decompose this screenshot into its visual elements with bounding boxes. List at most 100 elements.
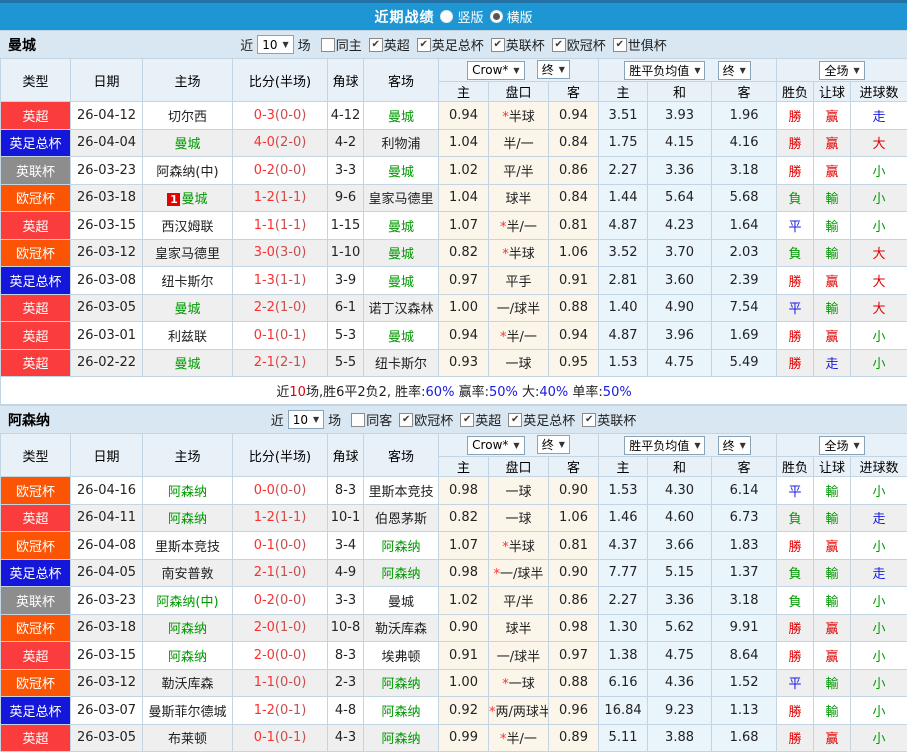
corner-score: 2-3 xyxy=(327,668,364,697)
league-checkbox-欧冠杯[interactable]: ✔ xyxy=(399,412,414,427)
match-date: 26-04-12 xyxy=(70,101,143,130)
odds-away: 0.90 xyxy=(547,558,600,587)
mean-away-win: 1.64 xyxy=(711,211,778,240)
mean-draw: 3.93 xyxy=(647,101,713,130)
league-checkbox-英联杯[interactable]: ✔ xyxy=(490,37,505,52)
score: 0-1(0-0) xyxy=(232,531,328,560)
radio-icon[interactable] xyxy=(489,10,503,23)
mean-draw: 4.90 xyxy=(647,293,713,322)
full-time-score: 2-0 xyxy=(253,620,275,636)
handicap-line: *半球 xyxy=(488,101,549,130)
result-wdl: 負 xyxy=(776,586,815,615)
score: 0-1(0-1) xyxy=(232,321,328,350)
league-badge: 欧冠杯 xyxy=(0,613,71,642)
col-date: 日期 xyxy=(70,58,143,102)
result-wdl: 平 xyxy=(776,211,815,240)
chevron-down-icon: ▼ xyxy=(694,440,701,450)
mean-draw: 4.75 xyxy=(647,348,713,377)
handicap-line: 一球 xyxy=(488,503,549,532)
odds-company-select[interactable]: Crow* ▼ xyxy=(467,435,525,455)
score: 1-3(1-1) xyxy=(232,266,328,295)
corner-score: 8-3 xyxy=(327,641,364,670)
odds-state-select[interactable]: 终 ▼ xyxy=(536,435,570,455)
mean-type-select[interactable]: 胜平负均值 ▼ xyxy=(624,435,706,455)
home-team-name: 阿森纳(中) xyxy=(156,594,219,610)
radio-icon[interactable] xyxy=(440,10,454,23)
col-date: 日期 xyxy=(70,433,143,477)
handicap-line: *一/球半 xyxy=(488,558,549,587)
result-goals: 小 xyxy=(850,476,907,505)
asterisk-marker: * xyxy=(502,539,509,555)
handicap-text: 半/一 xyxy=(506,732,537,748)
match-date: 26-03-18 xyxy=(70,613,143,642)
games-count-select[interactable]: 10 ▼ xyxy=(257,35,294,54)
sub-mean-draw: 和 xyxy=(647,81,713,102)
radio-vertical-layout[interactable]: 竖版 xyxy=(440,7,484,26)
radio-horizontal-layout[interactable]: 横版 xyxy=(489,7,533,26)
sub-mean-home: 主 xyxy=(598,456,649,477)
summary-segment: 50% xyxy=(602,385,632,400)
odds-state-select[interactable]: 终 ▼ xyxy=(536,60,570,80)
result-goals: 小 xyxy=(850,156,907,185)
match-date: 26-03-23 xyxy=(70,156,143,185)
score: 2-1(1-0) xyxy=(232,558,328,587)
full-time-score: 1-2 xyxy=(253,190,275,206)
result-goals: 小 xyxy=(850,668,907,697)
half-time-score: (0-0) xyxy=(274,482,307,498)
full-time-score: 2-2 xyxy=(253,300,275,316)
odds-home: 0.93 xyxy=(438,348,489,377)
sub-odds-away: 客 xyxy=(547,81,600,102)
asterisk-marker: * xyxy=(502,677,509,693)
scope-select[interactable]: 全场 ▼ xyxy=(819,60,865,80)
corner-score: 3-3 xyxy=(327,156,364,185)
match-row: 欧冠杯 26-03-18 1 曼城 1-2(1-1) 9-6 皇家马德里 1.04 球半 0.84… xyxy=(0,183,907,212)
league-checkbox-欧冠杯[interactable]: ✔ xyxy=(551,37,566,52)
league-checkbox-英超[interactable]: ✔ xyxy=(368,37,383,52)
home-team: 南安普敦 xyxy=(142,558,233,587)
corner-score: 5-5 xyxy=(327,348,364,377)
mean-state-select[interactable]: 终 ▼ xyxy=(717,60,751,80)
match-row: 英联杯 26-03-23 阿森纳(中) 0-2(0-0) 3-3 曼城 1.02 平/半 0.8… xyxy=(0,156,907,185)
same-venue-checkbox[interactable] xyxy=(320,37,335,52)
odds-away: 0.88 xyxy=(547,293,600,322)
score: 0-2(0-0) xyxy=(232,156,328,185)
home-team-name: 曼城 xyxy=(174,357,201,373)
mean-state-select[interactable]: 终 ▼ xyxy=(717,435,751,455)
scope-select[interactable]: 全场 ▼ xyxy=(819,435,865,455)
away-team: 阿森纳 xyxy=(363,723,439,752)
league-checkbox-英联杯[interactable]: ✔ xyxy=(582,412,597,427)
league-badge: 英超 xyxy=(0,348,71,377)
same-venue-checkbox[interactable] xyxy=(351,412,366,427)
league-badge: 欧冠杯 xyxy=(0,531,71,560)
full-time-score: 1-1 xyxy=(253,217,275,233)
half-time-score: (1-0) xyxy=(274,300,307,316)
league-badge: 英足总杯 xyxy=(0,128,71,157)
handicap-text: 平/半 xyxy=(503,164,534,180)
half-time-score: (1-1) xyxy=(274,510,307,526)
filter-bar: 近 10 ▼ 场同客 ✔ 欧冠杯 ✔ 英超 ✔ 英足总杯 ✔ 英联杯 xyxy=(0,410,907,429)
match-date: 26-03-18 xyxy=(70,183,143,212)
handicap-text: 半球 xyxy=(508,247,535,263)
odds-company-select[interactable]: Crow* ▼ xyxy=(467,60,525,80)
league-checkbox-英足总杯[interactable]: ✔ xyxy=(416,37,431,52)
result-wdl: 勝 xyxy=(776,723,815,752)
full-time-score: 1-1 xyxy=(253,675,275,691)
mean-type-select[interactable]: 胜平负均值 ▼ xyxy=(624,60,706,80)
mean-home-win: 1.30 xyxy=(598,613,649,642)
col-type: 类型 xyxy=(0,433,71,477)
league-checkbox-英足总杯[interactable]: ✔ xyxy=(508,412,523,427)
away-team: 阿森纳 xyxy=(363,696,439,725)
mean-home-win: 1.44 xyxy=(598,183,649,212)
match-row: 英超 26-04-11 阿森纳 1-2(1-1) 10-1 伯恩茅斯 0.82 一球 1.06 1… xyxy=(0,503,907,532)
league-checkbox-英超[interactable]: ✔ xyxy=(460,412,475,427)
match-date: 26-04-08 xyxy=(70,531,143,560)
match-date: 26-03-05 xyxy=(70,293,143,322)
games-count-select[interactable]: 10 ▼ xyxy=(287,410,325,429)
mean-home-win: 2.81 xyxy=(598,266,649,295)
league-badge: 英足总杯 xyxy=(0,558,71,587)
match-row: 英超 26-03-05 曼城 2-2(1-0) 6-1 诺丁汉森林 1.00 一/球半 0.88… xyxy=(0,293,907,322)
odds-home: 1.07 xyxy=(438,211,489,240)
league-checkbox-世俱杯[interactable]: ✔ xyxy=(612,37,627,52)
mean-draw: 4.36 xyxy=(647,668,713,697)
mean-away-win: 1.13 xyxy=(711,696,778,725)
